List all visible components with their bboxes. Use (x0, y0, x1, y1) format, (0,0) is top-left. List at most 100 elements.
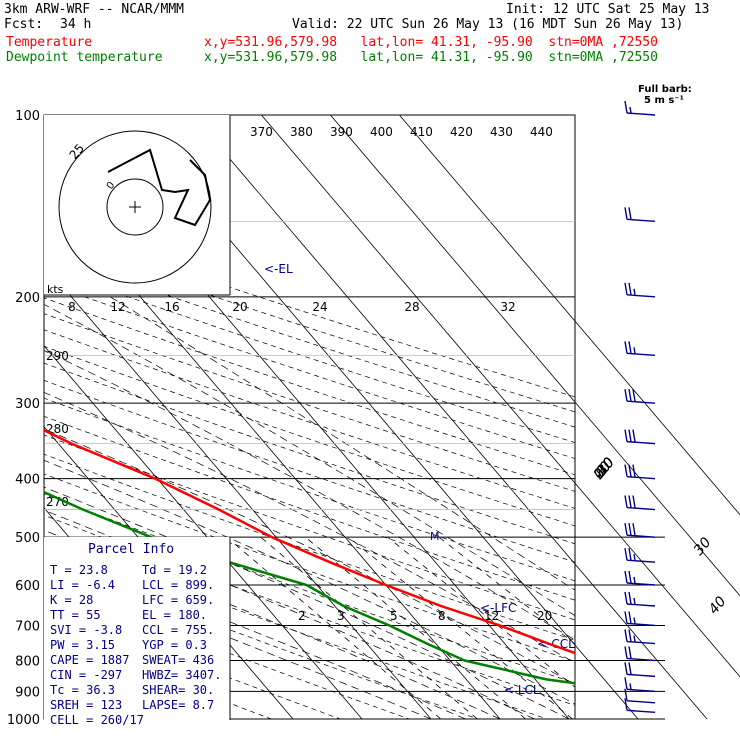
wind-barb-flag (628, 611, 632, 624)
isotherm (261, 115, 740, 678)
wind-barb-flag (628, 646, 632, 659)
wind-barb-staff (626, 709, 656, 714)
mixing-ratio-label: 5 (390, 609, 398, 623)
pressure-tick-label: 700 (15, 619, 40, 634)
parcel-row-left: T = 23.8 (50, 563, 108, 577)
wind-barb-flag (624, 389, 628, 402)
theta-e-label: 420 (450, 125, 473, 139)
hodograph-speed-tick: 20 (232, 300, 247, 314)
wind-barb (624, 100, 656, 116)
parcel-row-right: SWEAT= 436 (142, 653, 214, 667)
wind-barb-staff (626, 559, 656, 563)
wind-barb-flag (624, 100, 628, 114)
isotherm (399, 115, 740, 516)
mixing-ratio-label: 12 (484, 609, 499, 623)
hodograph-ring (58, 130, 212, 284)
wind-barb-flag (633, 617, 636, 624)
moist-adiabat (44, 428, 575, 685)
hodograph-background (44, 115, 230, 295)
wind-barb-staff (626, 440, 656, 445)
isotherm-tick-label: 30 (691, 535, 715, 559)
wind-barb-flag (624, 698, 628, 711)
isotherm (44, 345, 363, 720)
parcel-row-right: YGP = 0.3 (142, 638, 207, 652)
dry-adiabat (44, 415, 575, 601)
wind-barb-flag (628, 207, 632, 220)
el-marker: <-EL (264, 262, 293, 276)
wind-barb-flag (633, 576, 636, 584)
wind-barb-flag (633, 597, 636, 605)
parcel-row-left: K = 28 (50, 593, 93, 607)
parcel-row-right: CCL = 755. (142, 623, 214, 637)
wind-barb (624, 591, 656, 607)
parcel-row-left: CAPE = 1887 (50, 653, 129, 667)
theta-e-label: 390 (330, 125, 353, 139)
parcel-row-left: CIN = -297 (50, 668, 122, 682)
dewpoint-legend-label: Dewpoint temperature (6, 50, 163, 65)
hodograph-speed-tick: 28 (404, 300, 419, 314)
wind-barb-staff (626, 506, 656, 511)
barb-legend-value: 5 m s⁻¹ (644, 95, 684, 106)
wind-barb-flag (628, 495, 632, 508)
wind-barb-flag (624, 662, 628, 675)
wind-barb-staff (626, 603, 656, 607)
pressure-tick-label: 1000 (7, 713, 40, 728)
pressure-tick-label: 900 (15, 685, 40, 700)
wind-barb-flag (633, 288, 636, 295)
wind-barb (624, 677, 656, 693)
wind-barb-flag (628, 341, 632, 354)
parcel-row-right: LFC = 659. (142, 593, 214, 607)
isotherm (192, 115, 708, 720)
wind-barb (624, 646, 656, 662)
forecast-hour: 34 h (60, 17, 92, 32)
theta-label: 270 (46, 495, 69, 509)
pressure-tick-label: 500 (15, 531, 40, 546)
wind-barb-staff (626, 218, 656, 223)
theta-e-label: 400 (370, 125, 393, 139)
valid-time: Valid: 22 UTC Sun 26 May 13 (16 MDT Sun … (292, 17, 684, 32)
wind-barb-flag (624, 629, 628, 642)
parcel-row-left: SREH = 123 (50, 698, 122, 712)
wind-barb (624, 662, 656, 678)
wind-barb-staff (626, 294, 656, 298)
wind-barb-flag (628, 548, 632, 561)
dry-adiabat (44, 282, 575, 459)
wind-barb-staff (626, 475, 656, 480)
parcel-title: Parcel Info (88, 542, 174, 557)
wind-barb-flag (628, 282, 632, 295)
hodograph-speed-tick: 16 (164, 300, 179, 314)
theta-e-label: 430 (490, 125, 513, 139)
wind-barb-flag (629, 683, 632, 690)
wind-barb-flag (628, 429, 632, 442)
hodograph-ring-label: 0 (105, 180, 118, 192)
wind-barb (624, 495, 656, 511)
wind-barb-flag (624, 548, 628, 561)
mixing-ratio-line (387, 536, 575, 688)
mixing-ratio-line (348, 536, 573, 719)
wind-barb-staff (626, 352, 656, 357)
wind-barb (624, 341, 656, 357)
hodograph-speed-tick: 8 (68, 300, 76, 314)
theta-e-label: 370 (250, 125, 273, 139)
hodograph-trace (107, 148, 212, 227)
lfc-marker: <-LFC (480, 601, 516, 615)
lcl-marker: < LCL (504, 683, 540, 697)
wind-barb-flag (624, 207, 628, 220)
dry-adiabat (44, 434, 575, 621)
wind-barb-staff (626, 673, 656, 678)
parcel-row-left: LI = -6.4 (50, 578, 115, 592)
wind-barb-flag (628, 629, 632, 642)
wind-barb-flag (624, 611, 628, 624)
forecast-label: Fcst: (4, 17, 44, 32)
mixing-ratio-label: 20 (537, 609, 552, 623)
hodograph-speed-tick: 24 (312, 300, 327, 314)
temperature-location-info: x,y=531.96,579.98 lat,lon= 41.31, -95.90… (204, 35, 658, 50)
theta-label: 290 (46, 349, 69, 363)
wind-barb-flag (624, 429, 628, 442)
wind-barb-flag (628, 570, 632, 584)
wind-barb-flag (632, 495, 636, 508)
wind-barb-flag (632, 523, 636, 536)
dry-adiabat (44, 329, 575, 509)
wind-barb-flag (624, 570, 628, 584)
wind-barb-flag (628, 464, 632, 477)
